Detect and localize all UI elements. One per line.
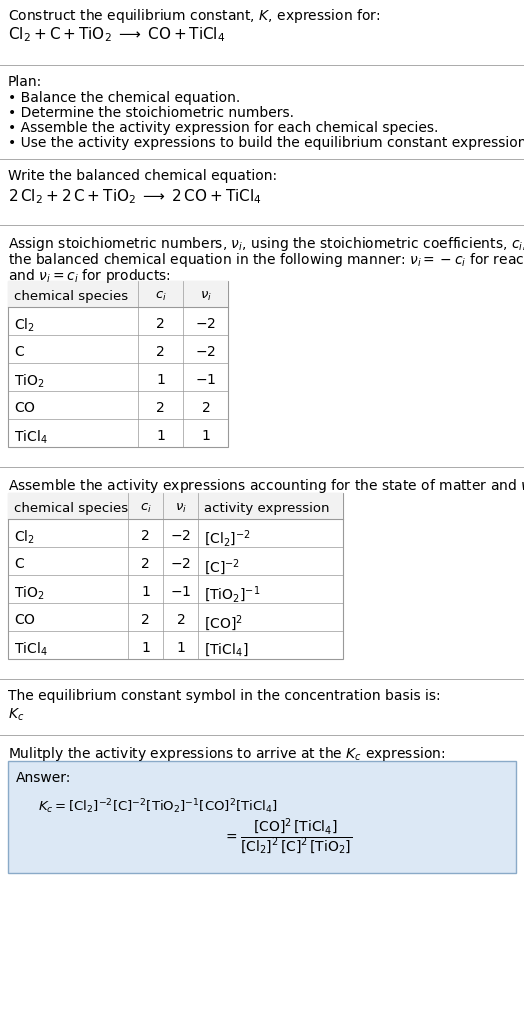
Text: $[\mathrm{TiCl_4}]$: $[\mathrm{TiCl_4}]$ bbox=[204, 641, 248, 658]
Text: $\nu_i$: $\nu_i$ bbox=[174, 502, 187, 515]
Bar bbox=[8, 493, 343, 659]
Text: chemical species: chemical species bbox=[14, 290, 128, 303]
Text: 1: 1 bbox=[156, 429, 165, 443]
Text: the balanced chemical equation in the following manner: $\nu_i = -c_i$ for react: the balanced chemical equation in the fo… bbox=[8, 251, 524, 270]
Text: $[\mathrm{Cl_2}]^{-2}$: $[\mathrm{Cl_2}]^{-2}$ bbox=[204, 529, 250, 549]
Text: $1$: $1$ bbox=[176, 641, 185, 655]
Text: chemical species: chemical species bbox=[14, 502, 128, 515]
Text: $\mathrm{C}$: $\mathrm{C}$ bbox=[14, 557, 25, 571]
Text: • Assemble the activity expression for each chemical species.: • Assemble the activity expression for e… bbox=[8, 121, 439, 135]
Text: $\mathrm{TiCl_4}$: $\mathrm{TiCl_4}$ bbox=[14, 429, 48, 446]
Text: $\nu_i$: $\nu_i$ bbox=[200, 290, 212, 303]
Text: $\mathrm{Cl_2}$: $\mathrm{Cl_2}$ bbox=[14, 317, 35, 335]
Text: $[\mathrm{TiO_2}]^{-1}$: $[\mathrm{TiO_2}]^{-1}$ bbox=[204, 585, 260, 605]
Text: $\mathrm{CO}$: $\mathrm{CO}$ bbox=[14, 613, 36, 627]
Text: 1: 1 bbox=[141, 641, 150, 655]
Text: • Use the activity expressions to build the equilibrium constant expression.: • Use the activity expressions to build … bbox=[8, 136, 524, 149]
Text: $-1$: $-1$ bbox=[195, 373, 216, 387]
Text: Assign stoichiometric numbers, $\nu_i$, using the stoichiometric coefficients, $: Assign stoichiometric numbers, $\nu_i$, … bbox=[8, 235, 524, 253]
Text: $[\mathrm{C}]^{-2}$: $[\mathrm{C}]^{-2}$ bbox=[204, 557, 240, 577]
Text: activity expression: activity expression bbox=[204, 502, 330, 515]
Text: $-2$: $-2$ bbox=[170, 557, 191, 571]
Text: $\mathrm{TiO_2}$: $\mathrm{TiO_2}$ bbox=[14, 585, 45, 602]
Text: $\mathrm{C}$: $\mathrm{C}$ bbox=[14, 345, 25, 359]
Text: $\mathrm{CO}$: $\mathrm{CO}$ bbox=[14, 401, 36, 415]
Text: Answer:: Answer: bbox=[16, 771, 71, 785]
Bar bbox=[8, 761, 516, 873]
Text: $\mathrm{TiCl_4}$: $\mathrm{TiCl_4}$ bbox=[14, 641, 48, 658]
Text: 2: 2 bbox=[156, 401, 165, 415]
Text: $\mathrm{Cl_2}$: $\mathrm{Cl_2}$ bbox=[14, 529, 35, 546]
Text: $-2$: $-2$ bbox=[195, 317, 216, 331]
Text: 2: 2 bbox=[141, 613, 150, 627]
Text: 2: 2 bbox=[141, 529, 150, 543]
Text: $-2$: $-2$ bbox=[170, 529, 191, 543]
Text: $c_i$: $c_i$ bbox=[139, 502, 151, 515]
Text: $-1$: $-1$ bbox=[170, 585, 191, 599]
Text: $\mathrm{Cl_2 + C + TiO_2 \;\longrightarrow\; CO + TiCl_4}$: $\mathrm{Cl_2 + C + TiO_2 \;\longrightar… bbox=[8, 25, 225, 44]
Text: $K_c = [\mathrm{Cl_2}]^{-2} [\mathrm{C}]^{-2} [\mathrm{TiO_2}]^{-1} [\mathrm{CO}: $K_c = [\mathrm{Cl_2}]^{-2} [\mathrm{C}]… bbox=[38, 797, 278, 816]
Text: $2$: $2$ bbox=[201, 401, 210, 415]
Text: Plan:: Plan: bbox=[8, 75, 42, 89]
Text: 2: 2 bbox=[156, 345, 165, 359]
Bar bbox=[8, 493, 343, 519]
Text: Write the balanced chemical equation:: Write the balanced chemical equation: bbox=[8, 169, 277, 183]
Text: $= \dfrac{[\mathrm{CO}]^2\,[\mathrm{TiCl_4}]}{[\mathrm{Cl_2}]^2\,[\mathrm{C}]^2\: $= \dfrac{[\mathrm{CO}]^2\,[\mathrm{TiCl… bbox=[223, 817, 352, 857]
Text: Assemble the activity expressions accounting for the state of matter and $\nu_i$: Assemble the activity expressions accoun… bbox=[8, 477, 524, 495]
Text: 1: 1 bbox=[141, 585, 150, 599]
Bar bbox=[8, 281, 228, 307]
Text: 1: 1 bbox=[156, 373, 165, 387]
Text: $\mathrm{2\,Cl_2 + 2\,C + TiO_2 \;\longrightarrow\; 2\,CO + TiCl_4}$: $\mathrm{2\,Cl_2 + 2\,C + TiO_2 \;\longr… bbox=[8, 187, 262, 205]
Text: Construct the equilibrium constant, $K$, expression for:: Construct the equilibrium constant, $K$,… bbox=[8, 7, 380, 25]
Text: $-2$: $-2$ bbox=[195, 345, 216, 359]
Text: Mulitply the activity expressions to arrive at the $K_c$ expression:: Mulitply the activity expressions to arr… bbox=[8, 745, 445, 763]
Text: $[\mathrm{CO}]^{2}$: $[\mathrm{CO}]^{2}$ bbox=[204, 613, 243, 633]
Text: 2: 2 bbox=[141, 557, 150, 571]
Bar bbox=[8, 281, 228, 447]
Text: The equilibrium constant symbol in the concentration basis is:: The equilibrium constant symbol in the c… bbox=[8, 689, 441, 703]
Text: • Determine the stoichiometric numbers.: • Determine the stoichiometric numbers. bbox=[8, 106, 294, 120]
Text: 2: 2 bbox=[156, 317, 165, 331]
Text: $K_c$: $K_c$ bbox=[8, 707, 24, 723]
Text: $2$: $2$ bbox=[176, 613, 185, 627]
Text: $1$: $1$ bbox=[201, 429, 210, 443]
Text: $c_i$: $c_i$ bbox=[155, 290, 167, 303]
Text: • Balance the chemical equation.: • Balance the chemical equation. bbox=[8, 91, 240, 105]
Text: and $\nu_i = c_i$ for products:: and $\nu_i = c_i$ for products: bbox=[8, 267, 171, 285]
Text: $\mathrm{TiO_2}$: $\mathrm{TiO_2}$ bbox=[14, 373, 45, 391]
